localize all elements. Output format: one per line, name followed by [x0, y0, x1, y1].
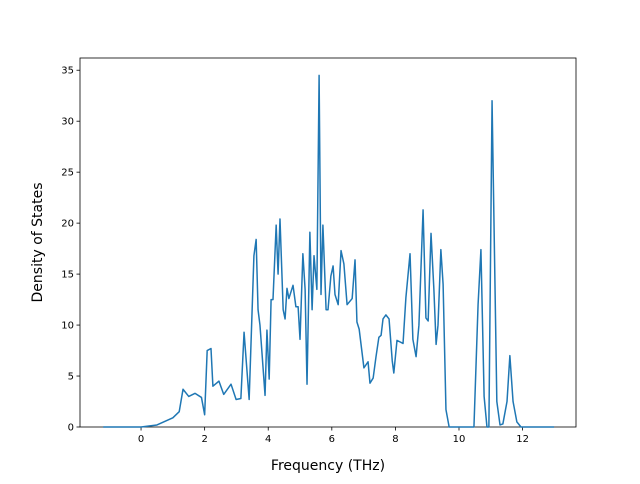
dos-line — [103, 74, 555, 428]
x-tick-label: 2 — [201, 434, 207, 445]
x-axis-label: Frequency (THz) — [271, 458, 385, 474]
x-tick-label: 4 — [265, 434, 271, 445]
plot-frame — [79, 57, 577, 428]
y-tick-label: 25 — [61, 168, 74, 179]
x-tick-label: 0 — [138, 434, 144, 445]
y-tick-label: 5 — [68, 372, 74, 383]
y-tick-label: 0 — [68, 423, 74, 434]
y-tick-label: 15 — [61, 270, 74, 281]
y-tick-label: 20 — [61, 219, 74, 230]
y-axis-label: Density of States — [30, 183, 46, 303]
y-tick-label: 30 — [61, 117, 74, 128]
y-tick-label: 10 — [61, 321, 74, 332]
x-tick-label: 6 — [329, 434, 335, 445]
x-tick-label: 10 — [453, 434, 466, 445]
x-tick-label: 8 — [392, 434, 398, 445]
y-tick-label: 35 — [61, 66, 74, 77]
x-tick-label: 12 — [516, 434, 529, 445]
